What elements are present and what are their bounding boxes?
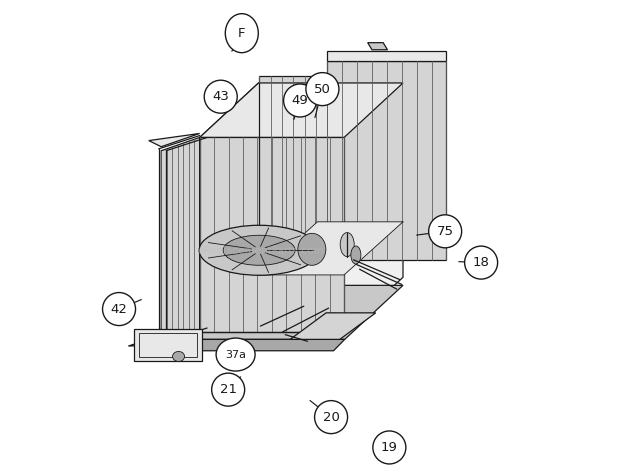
Polygon shape: [149, 285, 403, 339]
Polygon shape: [200, 137, 344, 332]
Polygon shape: [149, 134, 200, 147]
Polygon shape: [161, 137, 200, 345]
Ellipse shape: [102, 292, 136, 326]
Text: 18: 18: [472, 256, 490, 269]
Text: eReplacementParts.com: eReplacementParts.com: [197, 246, 324, 256]
Ellipse shape: [225, 14, 259, 53]
Ellipse shape: [223, 235, 295, 265]
Text: 19: 19: [381, 441, 398, 454]
Text: 21: 21: [219, 383, 237, 396]
Ellipse shape: [283, 84, 317, 117]
Ellipse shape: [216, 338, 255, 371]
Ellipse shape: [204, 80, 237, 113]
Polygon shape: [290, 313, 376, 339]
Polygon shape: [327, 51, 446, 61]
Text: 42: 42: [110, 302, 128, 316]
Text: 75: 75: [436, 225, 454, 238]
Polygon shape: [259, 222, 403, 275]
Polygon shape: [368, 43, 388, 50]
Text: 37a: 37a: [225, 349, 246, 360]
Polygon shape: [344, 83, 403, 332]
Ellipse shape: [351, 246, 361, 264]
Text: 20: 20: [322, 410, 340, 424]
Ellipse shape: [314, 401, 348, 434]
Ellipse shape: [172, 351, 185, 362]
Ellipse shape: [464, 246, 498, 279]
Ellipse shape: [306, 73, 339, 106]
Ellipse shape: [428, 215, 462, 248]
Polygon shape: [327, 61, 446, 260]
Polygon shape: [134, 329, 202, 361]
Ellipse shape: [340, 233, 354, 256]
Polygon shape: [138, 339, 345, 351]
Ellipse shape: [298, 233, 326, 265]
Polygon shape: [200, 83, 403, 137]
Ellipse shape: [211, 373, 245, 406]
Text: F: F: [238, 27, 246, 40]
Polygon shape: [128, 332, 200, 346]
Text: 50: 50: [314, 82, 331, 96]
Ellipse shape: [199, 225, 319, 275]
Ellipse shape: [373, 431, 406, 464]
Text: 49: 49: [291, 94, 309, 107]
Polygon shape: [259, 76, 327, 261]
Polygon shape: [200, 83, 259, 332]
Text: 43: 43: [212, 90, 229, 103]
